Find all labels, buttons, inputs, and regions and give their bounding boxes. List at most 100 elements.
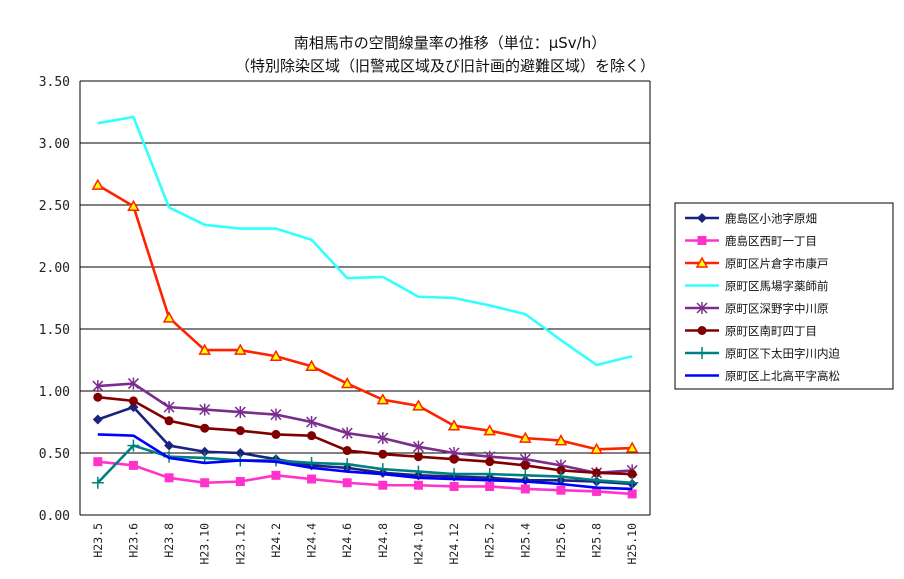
data-point [447, 419, 461, 431]
data-point [412, 399, 425, 411]
data-point [378, 480, 388, 490]
x-tick-label: H23.10 [198, 523, 212, 565]
data-point [696, 347, 708, 359]
data-point [627, 469, 637, 479]
series-line [97, 395, 633, 476]
data-point [164, 473, 174, 483]
data-point [128, 396, 138, 406]
legend-label: 原町区下太田字川内迫 [725, 347, 840, 361]
x-tick-label: H23.6 [126, 523, 140, 558]
data-point [449, 454, 459, 464]
x-tick-label: H23.8 [162, 523, 176, 558]
data-point [234, 343, 247, 355]
y-tick-label: 1.00 [39, 385, 70, 400]
data-point [626, 476, 639, 489]
data-point [271, 470, 281, 480]
legend-item: 原町区片倉字市康戸 [685, 256, 829, 271]
series-line [97, 405, 633, 486]
legend-label: 原町区馬場字薬師前 [725, 279, 829, 293]
data-point [485, 481, 495, 491]
data-point [91, 476, 104, 489]
data-point [556, 465, 566, 475]
data-point [377, 432, 389, 445]
series-5 [93, 392, 637, 479]
data-point [127, 199, 140, 211]
chart-title: 南相馬市の空間線量率の推移（単位：μSv/h） [294, 34, 607, 52]
data-point [519, 431, 532, 443]
x-tick-label: H24.10 [411, 523, 425, 565]
data-point [342, 446, 352, 456]
x-tick-label: H24.8 [376, 523, 390, 558]
series-3 [97, 115, 633, 367]
data-point [93, 392, 103, 402]
data-point [162, 311, 176, 323]
data-point [695, 256, 709, 268]
data-point [376, 393, 390, 405]
data-point [413, 480, 423, 490]
legend-item: 原町区馬場字薬師前 [685, 279, 829, 293]
data-point [199, 403, 211, 416]
grid-lines [79, 80, 651, 516]
data-point [697, 236, 707, 245]
data-point [554, 470, 567, 483]
data-point [590, 474, 603, 487]
x-tick-label: H24.4 [305, 523, 319, 558]
series-group [91, 115, 639, 499]
y-tick-label: 0.50 [39, 447, 70, 462]
data-point [341, 427, 353, 440]
data-point [413, 452, 423, 462]
data-point [198, 343, 211, 355]
legend-item: 鹿島区西町一丁目 [685, 234, 817, 248]
legend-label: 原町区南町四丁目 [725, 324, 817, 338]
y-axis-ticks: 0.00 0.50 1.00 1.50 2.00 2.50 3.00 3.50 [39, 75, 70, 524]
data-point [270, 408, 282, 421]
x-tick-label: H24.12 [447, 523, 461, 565]
data-point [342, 478, 352, 488]
data-point [520, 484, 530, 494]
x-tick-label: H25.10 [625, 523, 639, 565]
series-line [97, 184, 633, 451]
y-tick-label: 0.00 [39, 509, 70, 524]
series-2 [91, 178, 639, 455]
data-point [519, 469, 532, 482]
data-point [554, 434, 568, 446]
y-tick-label: 2.50 [39, 199, 70, 214]
data-point [199, 446, 210, 457]
data-point [91, 178, 105, 190]
data-point [271, 429, 281, 439]
legend-item: 原町区南町四丁目 [685, 324, 817, 338]
y-tick-label: 2.00 [39, 261, 70, 276]
data-point [127, 377, 139, 390]
legend-box [674, 202, 894, 390]
legend-item: 原町区上北高平字高松 [685, 369, 840, 383]
data-point [306, 416, 318, 428]
series-line [96, 444, 633, 485]
data-point [307, 431, 317, 441]
legend-label: 鹿島区小池字原畑 [725, 212, 817, 226]
data-point [269, 349, 283, 362]
series-line [97, 115, 633, 367]
data-point [92, 414, 103, 425]
data-point [483, 424, 496, 436]
data-point [164, 416, 174, 426]
data-point [556, 485, 566, 495]
series-7 [97, 433, 633, 491]
legend: 鹿島区小池字原畑鹿島区西町一丁目原町区片倉字市康戸原町区馬場字薬師前原町区深野字… [674, 202, 894, 390]
data-point [235, 477, 245, 487]
legend-item: 原町区深野字中川原 [685, 302, 829, 316]
data-point [235, 426, 245, 436]
series-line [97, 433, 633, 491]
legend-label: 鹿島区西町一丁目 [725, 234, 817, 248]
data-point [485, 457, 495, 467]
series-line [97, 382, 633, 475]
data-point [412, 465, 425, 478]
legend-item: 鹿島区小池字原畑 [685, 212, 817, 226]
data-point [307, 474, 317, 484]
data-point [697, 213, 707, 223]
x-tick-label: H25.4 [518, 523, 532, 558]
data-point [625, 441, 639, 453]
data-point [412, 440, 424, 453]
series-1 [93, 457, 637, 499]
data-point [235, 448, 246, 458]
